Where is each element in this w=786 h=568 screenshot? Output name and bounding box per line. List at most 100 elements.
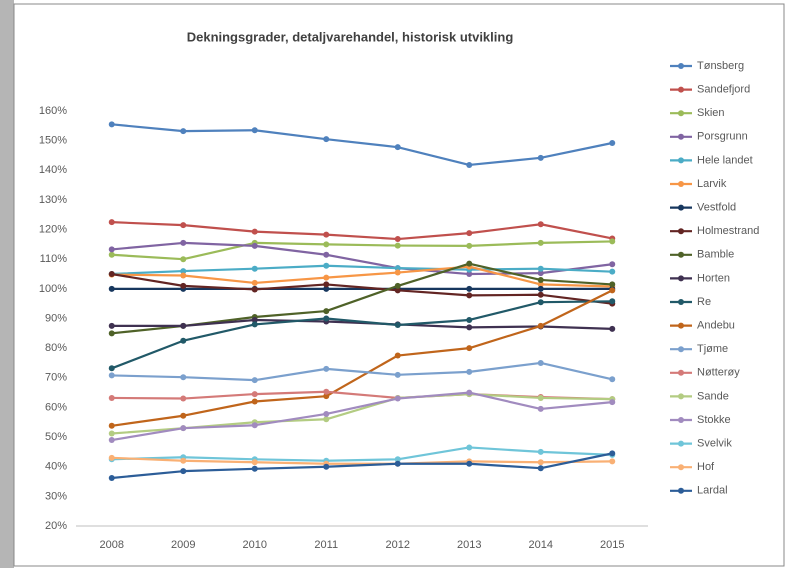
point	[609, 268, 616, 275]
point	[537, 285, 544, 292]
point	[609, 376, 616, 383]
point	[394, 456, 401, 463]
legend-label: Bamble	[697, 249, 734, 261]
point	[323, 365, 330, 372]
point	[394, 460, 401, 467]
y-tick-label: 110%	[40, 253, 68, 265]
y-tick-label: 30%	[45, 490, 67, 502]
point	[323, 285, 330, 292]
series-line	[111, 272, 613, 305]
legend-marker	[678, 440, 684, 447]
series-line	[111, 265, 613, 288]
point	[466, 345, 473, 352]
point	[251, 459, 258, 466]
point	[323, 463, 330, 470]
y-tick-label: 50%	[45, 431, 67, 443]
legend-marker	[678, 86, 684, 93]
point	[609, 140, 616, 147]
point	[394, 395, 401, 402]
point	[251, 321, 258, 328]
point	[466, 230, 473, 237]
legend-label: Vestfold	[697, 202, 736, 214]
point	[394, 371, 401, 378]
legend-label: Andebu	[697, 320, 735, 332]
point	[537, 265, 544, 272]
point	[609, 298, 616, 305]
point	[323, 416, 330, 423]
legend-label: Hele landet	[697, 154, 753, 166]
point	[466, 389, 473, 396]
point	[466, 161, 473, 168]
point	[180, 374, 187, 381]
legend-label: Hof	[697, 461, 715, 473]
point	[323, 241, 330, 248]
point	[251, 465, 258, 472]
point	[180, 395, 187, 402]
legend-label: Larvik	[697, 178, 727, 190]
point	[251, 398, 258, 405]
point	[323, 410, 330, 417]
legend-label: Stokke	[697, 414, 731, 426]
point	[537, 322, 544, 329]
point	[251, 286, 258, 293]
legend-label: Porsgrunn	[697, 131, 748, 143]
series-line	[111, 361, 613, 382]
point	[466, 271, 473, 278]
legend-label: Horten	[697, 272, 730, 284]
legend-marker	[678, 110, 684, 117]
point	[537, 221, 544, 228]
point	[323, 136, 330, 143]
point	[108, 365, 115, 372]
legend-label: Tjøme	[697, 343, 728, 355]
legend-marker	[678, 393, 684, 400]
point	[323, 251, 330, 258]
legend-marker	[678, 275, 684, 282]
point	[180, 425, 187, 432]
x-tick-label: 2012	[386, 539, 410, 551]
y-tick-label: 80%	[45, 342, 67, 354]
point	[537, 276, 544, 283]
point	[108, 474, 115, 481]
point	[180, 272, 187, 279]
series-line	[111, 289, 613, 427]
y-tick-label: 140%	[39, 164, 67, 176]
legend-marker	[678, 204, 684, 211]
point	[466, 444, 473, 451]
legend-label: Sandefjord	[697, 84, 750, 96]
point	[108, 437, 115, 444]
point	[537, 291, 544, 298]
legend-marker	[678, 322, 684, 329]
point	[466, 460, 473, 467]
point	[108, 394, 115, 401]
point	[609, 281, 616, 288]
point	[180, 457, 187, 464]
legend-marker	[678, 133, 684, 140]
point	[537, 154, 544, 161]
point	[180, 256, 187, 263]
point	[394, 282, 401, 289]
series-line	[111, 318, 613, 330]
y-tick-label: 60%	[45, 401, 67, 413]
x-tick-label: 2009	[171, 539, 195, 551]
point	[394, 236, 401, 243]
legend-marker	[678, 251, 684, 258]
point	[537, 359, 544, 366]
point	[466, 285, 473, 292]
x-tick-label: 2010	[243, 539, 267, 551]
point	[537, 394, 544, 401]
point	[251, 242, 258, 249]
legend-label: Tønsberg	[697, 60, 744, 72]
legend-marker	[678, 157, 684, 164]
point	[537, 405, 544, 412]
legend-label: Nøtterøy	[697, 367, 740, 379]
y-tick-label: 20%	[45, 520, 67, 532]
point	[108, 285, 115, 292]
point	[180, 128, 187, 135]
frame	[13, 3, 785, 567]
point	[323, 231, 330, 238]
point	[394, 287, 401, 294]
point	[466, 316, 473, 323]
point	[537, 239, 544, 246]
point	[466, 292, 473, 299]
series-line	[111, 300, 613, 370]
